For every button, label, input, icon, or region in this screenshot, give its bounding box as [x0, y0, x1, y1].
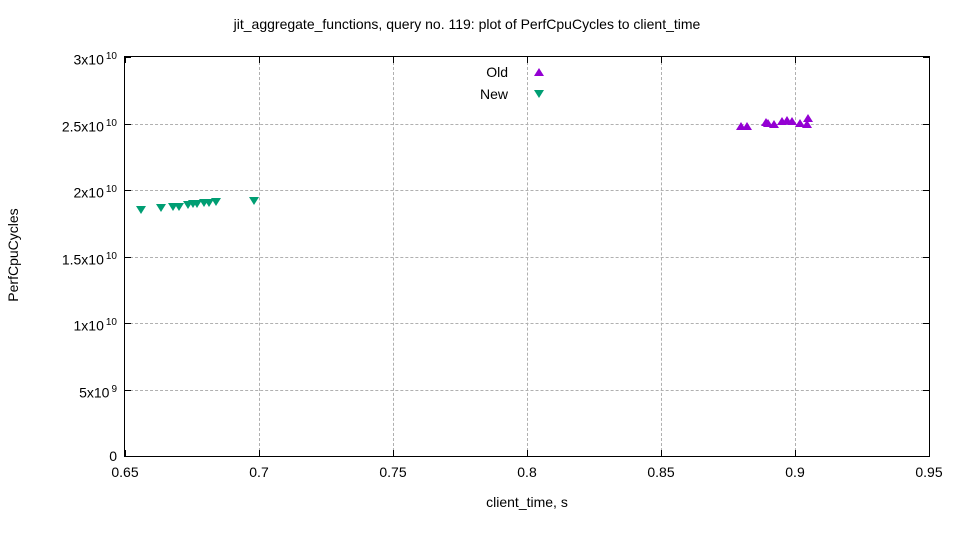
x-tick-mark-top — [527, 57, 528, 63]
y-tick-mark-right — [923, 389, 929, 391]
y-tick-label: 0 — [0, 448, 117, 464]
y-tick-mark-right — [923, 190, 929, 191]
x-tick-mark-bottom — [661, 450, 662, 456]
legend-marker — [534, 68, 544, 76]
x-tick-mark-bottom — [929, 450, 930, 456]
point-old-icon — [776, 116, 787, 125]
y-tick-mantissa: 2.5x10 — [61, 118, 104, 135]
x-tick-label: 0.85 — [647, 464, 675, 480]
x-tick-label: 0.8 — [517, 464, 537, 480]
x-tick-mark-top — [661, 57, 662, 63]
legend-marker — [534, 90, 544, 98]
y-tick-mark-left — [125, 389, 131, 391]
y-tick-mantissa: 1.5x10 — [61, 251, 104, 268]
y-tick-mark-right — [923, 256, 929, 258]
gridline-horizontal — [125, 389, 929, 391]
y-tick-mark-right — [923, 323, 929, 324]
x-tick-mark-top — [393, 57, 394, 63]
point-new-icon — [156, 204, 167, 213]
y-tick-mark-right — [923, 123, 929, 125]
legend-marker-new-icon — [534, 90, 544, 98]
chart-title: jit_aggregate_functions, query no. 119: … — [233, 16, 701, 32]
y-tick-label: 1.5x10 10 — [0, 249, 117, 268]
gridline-horizontal — [125, 123, 929, 125]
y-tick-exponent: 10 — [105, 184, 117, 195]
y-tick-mantissa: 1x10 — [73, 317, 104, 334]
x-tick-label: 0.75 — [379, 464, 407, 480]
point-new-icon — [192, 200, 203, 209]
y-tick-label: 2.5x10 10 — [0, 116, 117, 135]
point-new-icon — [248, 197, 259, 206]
y-tick-label: 5x10 9 — [0, 382, 117, 401]
legend-marker-old-icon — [534, 68, 544, 76]
x-tick-mark-bottom — [393, 450, 394, 456]
point-old-icon — [736, 121, 747, 130]
y-tick-mantissa: 5x10 — [79, 384, 110, 401]
point-new-icon — [136, 206, 147, 215]
legend-item-new: New — [125, 83, 929, 105]
legend-label: Old — [486, 64, 508, 80]
gridline-horizontal — [125, 256, 929, 258]
x-tick-mark-bottom — [527, 450, 528, 456]
y-tick-label: 1x10 10 — [0, 315, 117, 334]
point-new-icon — [211, 198, 222, 207]
y-tick-mantissa: 0 — [109, 448, 117, 464]
x-tick-mark-top — [929, 57, 930, 63]
y-tick-exponent: 10 — [105, 250, 117, 262]
point-old-icon — [803, 113, 814, 122]
legend-item-old: Old — [125, 61, 929, 83]
y-tick-exponent: 10 — [105, 117, 117, 129]
y-tick-exponent: 10 — [105, 317, 117, 328]
y-tick-mark-right — [923, 456, 929, 457]
gridline-horizontal — [125, 190, 929, 191]
x-tick-mark-bottom — [795, 450, 796, 456]
y-tick-exponent: 9 — [111, 383, 117, 395]
legend-label: New — [479, 86, 508, 102]
x-tick-mark-bottom — [125, 450, 126, 456]
y-tick-exponent: 10 — [105, 51, 117, 62]
x-axis-label: client_time, s — [486, 494, 568, 510]
point-old-icon — [781, 115, 792, 124]
point-new-icon — [182, 201, 193, 210]
point-old-icon — [763, 118, 774, 127]
y-tick-label: 2x10 10 — [0, 182, 117, 201]
x-tick-mark-top — [259, 57, 260, 63]
point-new-icon — [168, 203, 179, 212]
point-new-icon — [204, 199, 215, 208]
x-tick-label: 0.65 — [111, 464, 139, 480]
point-old-icon — [802, 119, 813, 128]
x-tick-mark-top — [125, 57, 126, 63]
point-new-icon — [173, 203, 184, 212]
gridline-horizontal — [125, 323, 929, 324]
point-new-icon — [199, 199, 210, 208]
x-tick-mark-top — [795, 57, 796, 63]
point-old-icon — [768, 119, 779, 128]
y-tick-mark-left — [125, 190, 131, 191]
y-tick-mark-left — [125, 256, 131, 258]
y-tick-label: 3x10 10 — [0, 49, 117, 68]
x-tick-label: 0.9 — [785, 464, 805, 480]
point-old-icon — [741, 121, 752, 130]
x-tick-label: 0.7 — [249, 464, 269, 480]
x-tick-label: 0.95 — [915, 464, 943, 480]
y-tick-mark-left — [125, 123, 131, 125]
x-tick-mark-bottom — [259, 450, 260, 456]
plot-area: Old New — [124, 56, 930, 457]
point-old-icon — [795, 118, 806, 127]
y-tick-mantissa: 3x10 — [73, 51, 104, 68]
y-tick-mark-left — [125, 456, 131, 457]
y-tick-mark-right — [923, 57, 929, 58]
y-tick-mantissa: 2x10 — [73, 184, 104, 201]
point-old-icon — [787, 116, 798, 125]
y-tick-mark-left — [125, 323, 131, 324]
y-tick-mark-left — [125, 57, 131, 58]
